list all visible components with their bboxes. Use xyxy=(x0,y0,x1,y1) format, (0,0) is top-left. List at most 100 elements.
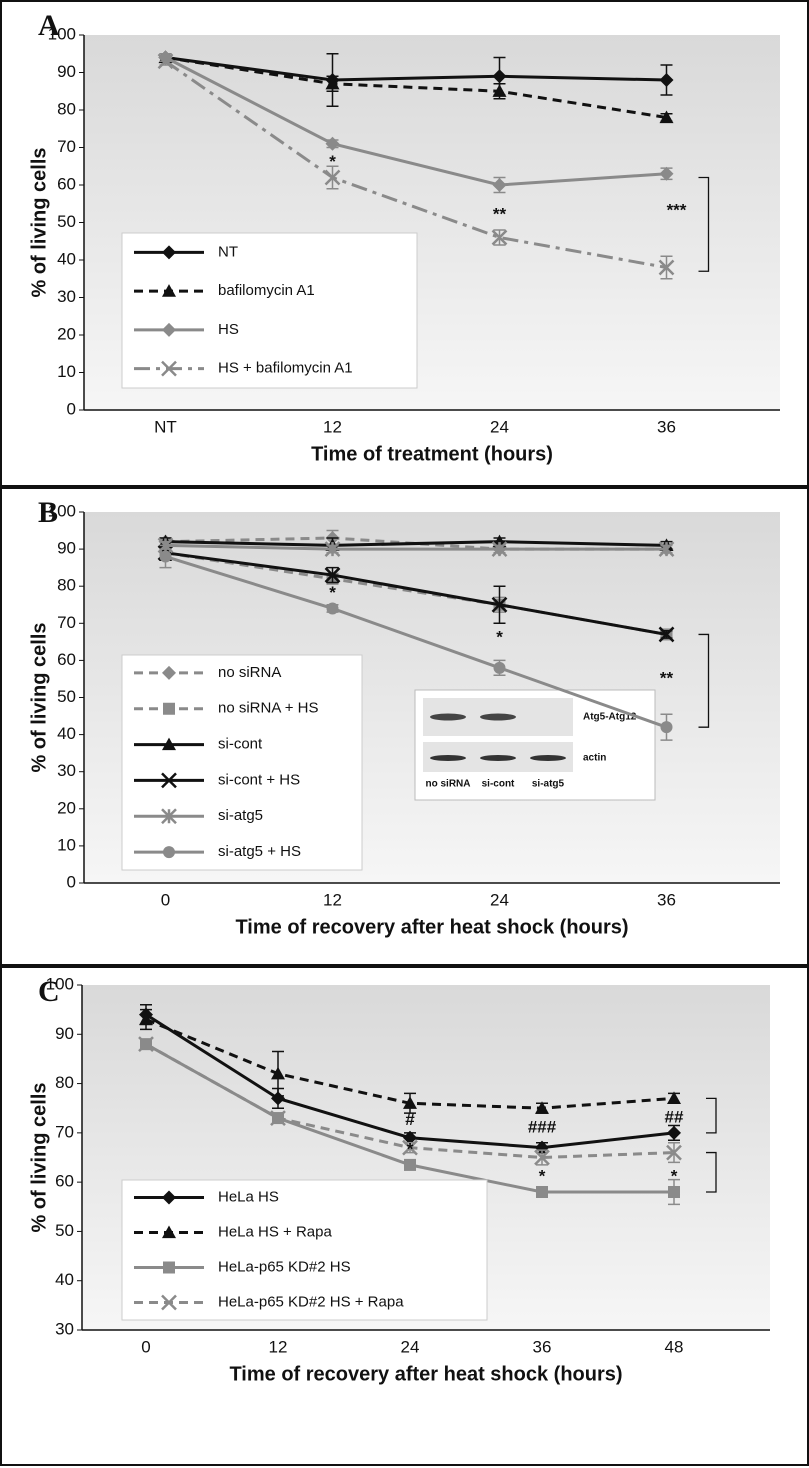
marker xyxy=(139,1012,153,1026)
y-tick-label: 50 xyxy=(57,212,76,231)
marker xyxy=(659,110,674,124)
annotation: * xyxy=(671,1167,678,1186)
annotation: * xyxy=(539,1167,546,1186)
blot-band xyxy=(430,713,466,721)
marker xyxy=(491,541,508,557)
x-tick-label: 24 xyxy=(401,1337,420,1356)
x-tick-label: 12 xyxy=(323,890,342,909)
marker xyxy=(403,1130,417,1145)
legend-label: HS + bafilomycin A1 xyxy=(218,360,353,377)
legend-marker xyxy=(162,1225,176,1239)
legend-box xyxy=(121,232,418,389)
x-tick-label: 24 xyxy=(490,417,509,436)
x-tick-label: 12 xyxy=(269,1337,288,1356)
marker xyxy=(271,1066,285,1080)
y-tick-label: 30 xyxy=(57,287,76,306)
blot-band xyxy=(530,755,566,761)
marker xyxy=(535,1140,549,1155)
y-tick-label: 90 xyxy=(55,1024,74,1043)
marker xyxy=(491,596,508,613)
y-tick-label: 0 xyxy=(67,872,76,891)
marker xyxy=(492,178,507,192)
y-tick-label: 100 xyxy=(46,974,74,993)
legend-label: HS xyxy=(218,321,239,338)
y-axis-title: % of living cells xyxy=(28,147,50,297)
series xyxy=(138,1036,682,1166)
blot-band xyxy=(480,713,516,721)
marker xyxy=(492,84,507,97)
marker xyxy=(402,1139,418,1156)
annotation: *** xyxy=(667,201,687,220)
marker xyxy=(659,166,674,181)
marker xyxy=(157,53,174,70)
annotation: * xyxy=(407,1140,414,1159)
annotation: ** xyxy=(660,668,674,687)
y-tick-label: 30 xyxy=(55,1319,74,1338)
legend-marker xyxy=(162,322,176,337)
series-line xyxy=(164,60,667,269)
x-axis-title: Time of treatment (hours) xyxy=(311,443,553,465)
legend-label: si-atg5 xyxy=(218,807,263,824)
legend-label: bafilomycin A1 xyxy=(218,282,315,299)
y-tick-label: 30 xyxy=(57,761,76,780)
marker xyxy=(667,1125,681,1140)
y-tick-label: 60 xyxy=(55,1172,74,1191)
y-tick-label: 40 xyxy=(57,724,76,743)
y-tick-label: 10 xyxy=(57,362,76,381)
x-tick-label: 48 xyxy=(665,1337,684,1356)
y-tick-label: 90 xyxy=(57,539,76,558)
y-tick-label: 0 xyxy=(67,399,76,418)
y-tick-label: 90 xyxy=(57,62,76,81)
legend-label: si-cont + HS xyxy=(218,771,300,788)
legend-label: HeLa-p65 KD#2 HS xyxy=(218,1258,351,1275)
y-tick-label: 50 xyxy=(57,687,76,706)
marker xyxy=(138,1036,154,1053)
y-tick-label: 80 xyxy=(57,99,76,118)
series-line xyxy=(165,56,667,82)
annotation: * xyxy=(496,628,503,647)
annotation: ** xyxy=(493,204,507,223)
marker xyxy=(325,76,340,90)
series-line xyxy=(165,540,667,547)
bracket xyxy=(706,1097,717,1134)
marker xyxy=(271,1091,285,1106)
legend-label: no siRNA + HS xyxy=(218,700,318,717)
legend-marker xyxy=(161,772,177,789)
legend-marker xyxy=(163,846,175,859)
legend-marker xyxy=(162,245,176,260)
legend-marker xyxy=(161,360,177,377)
legend-marker xyxy=(163,1261,175,1274)
series-line xyxy=(165,543,667,551)
annotation: ## xyxy=(665,1108,684,1127)
marker xyxy=(668,1186,680,1198)
legend-label: HeLa-p65 KD#2 HS + Rapa xyxy=(218,1293,404,1310)
y-tick-label: 60 xyxy=(57,174,76,193)
inset-band-label: actin xyxy=(583,753,606,764)
legend-marker xyxy=(162,284,176,297)
y-tick-label: 20 xyxy=(57,324,76,343)
y-tick-label: 10 xyxy=(57,835,76,854)
marker xyxy=(660,721,673,734)
x-tick-label: 0 xyxy=(161,890,170,909)
marker xyxy=(492,69,507,84)
series-line xyxy=(164,56,667,187)
legend-marker xyxy=(161,1294,177,1311)
legend-label: NT xyxy=(218,243,238,260)
panel-letter: A xyxy=(38,9,60,42)
y-tick-label: 40 xyxy=(57,249,76,268)
blot-band xyxy=(430,755,466,761)
panel-letter: C xyxy=(38,975,60,1008)
x-axis-title: Time of recovery after heat shock (hours… xyxy=(229,1363,622,1385)
y-tick-label: 50 xyxy=(55,1221,74,1240)
x-tick-label: 36 xyxy=(657,890,676,909)
inset-lane-label: si-atg5 xyxy=(532,779,565,790)
y-tick-label: 20 xyxy=(57,798,76,817)
legend-marker xyxy=(161,808,177,825)
marker xyxy=(535,1101,549,1114)
inset-band-label: Atg5-Atg12 xyxy=(583,712,637,723)
legend-marker xyxy=(163,702,175,715)
annotation: # xyxy=(405,1110,415,1129)
y-tick-label: 100 xyxy=(48,24,76,43)
annotation: * xyxy=(329,152,336,171)
y-tick-label: 100 xyxy=(48,501,76,520)
